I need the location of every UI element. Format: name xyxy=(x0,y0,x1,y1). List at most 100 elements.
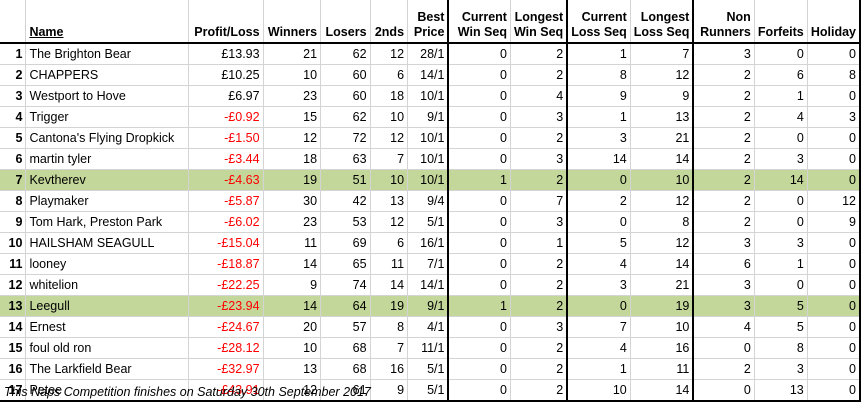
longest-loss-seq-cell[interactable]: 13 xyxy=(630,106,695,128)
best-price-cell[interactable]: 9/1 xyxy=(407,295,450,317)
profit-loss-cell[interactable]: -£23.94 xyxy=(188,295,264,317)
longest-win-seq-cell[interactable]: 3 xyxy=(510,316,569,338)
longest-loss-seq-cell[interactable]: 14 xyxy=(630,148,695,170)
current-loss-seq-cell[interactable]: 4 xyxy=(567,253,631,275)
current-loss-seq-cell[interactable]: 3 xyxy=(567,274,631,296)
non-runners-cell[interactable]: 2 xyxy=(693,211,755,233)
profit-loss-cell[interactable]: -£22.25 xyxy=(188,274,264,296)
best-price-cell[interactable]: 10/1 xyxy=(407,148,450,170)
losers-cell[interactable]: 68 xyxy=(320,358,371,380)
current-win-seq-cell[interactable]: 0 xyxy=(448,253,511,275)
position-cell[interactable]: 6 xyxy=(0,148,27,170)
best-price-cell[interactable]: 9/4 xyxy=(407,190,450,212)
holiday-cell[interactable]: 0 xyxy=(807,127,861,149)
best-price-cell[interactable]: 4/1 xyxy=(407,316,450,338)
longest-win-seq-cell[interactable]: 2 xyxy=(510,127,569,149)
header-forfeits[interactable]: Forfeits xyxy=(754,0,808,44)
name-cell[interactable]: Ernest xyxy=(25,316,190,338)
current-win-seq-cell[interactable]: 0 xyxy=(448,43,511,65)
non-runners-cell[interactable]: 3 xyxy=(693,274,755,296)
non-runners-cell[interactable]: 3 xyxy=(693,295,755,317)
holiday-cell[interactable]: 0 xyxy=(807,379,861,402)
current-loss-seq-cell[interactable]: 1 xyxy=(567,43,631,65)
holiday-cell[interactable]: 3 xyxy=(807,106,861,128)
name-cell[interactable]: foul old ron xyxy=(25,337,190,359)
current-win-seq-cell[interactable]: 0 xyxy=(448,379,511,402)
longest-loss-seq-cell[interactable]: 12 xyxy=(630,190,695,212)
losers-cell[interactable]: 72 xyxy=(320,127,371,149)
non-runners-cell[interactable]: 0 xyxy=(693,379,755,402)
current-loss-seq-cell[interactable]: 9 xyxy=(567,85,631,107)
header-longest-loss-seq[interactable]: Longest Loss Seq xyxy=(630,0,695,44)
best-price-cell[interactable]: 10/1 xyxy=(407,85,450,107)
holiday-cell[interactable]: 0 xyxy=(807,43,861,65)
non-runners-cell[interactable]: 2 xyxy=(693,85,755,107)
holiday-cell[interactable]: 0 xyxy=(807,358,861,380)
name-cell[interactable]: looney xyxy=(25,253,190,275)
name-cell[interactable]: HAILSHAM SEAGULL xyxy=(25,232,190,254)
header-winners[interactable]: Winners xyxy=(263,0,322,44)
current-loss-seq-cell[interactable]: 0 xyxy=(567,169,631,191)
non-runners-cell[interactable]: 6 xyxy=(693,253,755,275)
name-cell[interactable]: Trigger xyxy=(25,106,190,128)
best-price-cell[interactable]: 10/1 xyxy=(407,127,450,149)
name-cell[interactable]: Cantona's Flying Dropkick xyxy=(25,127,190,149)
profit-loss-cell[interactable]: £6.97 xyxy=(188,85,264,107)
longest-win-seq-cell[interactable]: 2 xyxy=(510,337,569,359)
best-price-cell[interactable]: 5/1 xyxy=(407,358,450,380)
best-price-cell[interactable]: 5/1 xyxy=(407,211,450,233)
holiday-cell[interactable]: 0 xyxy=(807,316,861,338)
name-cell[interactable]: Petee xyxy=(25,379,190,402)
holiday-cell[interactable]: 12 xyxy=(807,190,861,212)
losers-cell[interactable]: 60 xyxy=(320,64,371,86)
non-runners-cell[interactable]: 4 xyxy=(693,316,755,338)
current-loss-seq-cell[interactable]: 10 xyxy=(567,379,631,402)
current-loss-seq-cell[interactable]: 0 xyxy=(567,295,631,317)
position-cell[interactable]: 3 xyxy=(0,85,27,107)
profit-loss-cell[interactable]: -£0.92 xyxy=(188,106,264,128)
longest-loss-seq-cell[interactable]: 9 xyxy=(630,85,695,107)
longest-loss-seq-cell[interactable]: 19 xyxy=(630,295,695,317)
best-price-cell[interactable]: 16/1 xyxy=(407,232,450,254)
longest-win-seq-cell[interactable]: 2 xyxy=(510,295,569,317)
losers-cell[interactable]: 74 xyxy=(320,274,371,296)
header-name[interactable]: Name xyxy=(25,0,190,44)
position-cell[interactable]: 7 xyxy=(0,169,27,191)
forfeits-cell[interactable]: 3 xyxy=(754,232,808,254)
forfeits-cell[interactable]: 1 xyxy=(754,253,808,275)
best-price-cell[interactable]: 28/1 xyxy=(407,43,450,65)
best-price-cell[interactable]: 11/1 xyxy=(407,337,450,359)
losers-cell[interactable]: 61 xyxy=(320,379,371,402)
name-cell[interactable]: Kevtherev xyxy=(25,169,190,191)
longest-loss-seq-cell[interactable]: 21 xyxy=(630,127,695,149)
header-longest-win-seq[interactable]: Longest Win Seq xyxy=(510,0,569,44)
current-win-seq-cell[interactable]: 1 xyxy=(448,295,511,317)
seconds-cell[interactable]: 12 xyxy=(370,127,409,149)
name-cell[interactable]: Tom Hark, Preston Park xyxy=(25,211,190,233)
position-cell[interactable]: 8 xyxy=(0,190,27,212)
name-cell[interactable]: The Brighton Bear xyxy=(25,43,190,65)
profit-loss-cell[interactable]: -£32.97 xyxy=(188,358,264,380)
longest-win-seq-cell[interactable]: 3 xyxy=(510,211,569,233)
longest-win-seq-cell[interactable]: 3 xyxy=(510,106,569,128)
non-runners-cell[interactable]: 2 xyxy=(693,64,755,86)
best-price-cell[interactable]: 5/1 xyxy=(407,379,450,402)
longest-loss-seq-cell[interactable]: 10 xyxy=(630,169,695,191)
current-loss-seq-cell[interactable]: 3 xyxy=(567,127,631,149)
seconds-cell[interactable]: 7 xyxy=(370,337,409,359)
longest-win-seq-cell[interactable]: 4 xyxy=(510,85,569,107)
non-runners-cell[interactable]: 2 xyxy=(693,190,755,212)
non-runners-cell[interactable]: 2 xyxy=(693,106,755,128)
losers-cell[interactable]: 42 xyxy=(320,190,371,212)
position-cell[interactable]: 2 xyxy=(0,64,27,86)
seconds-cell[interactable]: 6 xyxy=(370,64,409,86)
header-seconds[interactable]: 2nds xyxy=(370,0,409,44)
longest-win-seq-cell[interactable]: 3 xyxy=(510,148,569,170)
losers-cell[interactable]: 69 xyxy=(320,232,371,254)
forfeits-cell[interactable]: 4 xyxy=(754,106,808,128)
forfeits-cell[interactable]: 0 xyxy=(754,43,808,65)
losers-cell[interactable]: 64 xyxy=(320,295,371,317)
best-price-cell[interactable]: 14/1 xyxy=(407,274,450,296)
holiday-cell[interactable]: 0 xyxy=(807,253,861,275)
losers-cell[interactable]: 62 xyxy=(320,43,371,65)
